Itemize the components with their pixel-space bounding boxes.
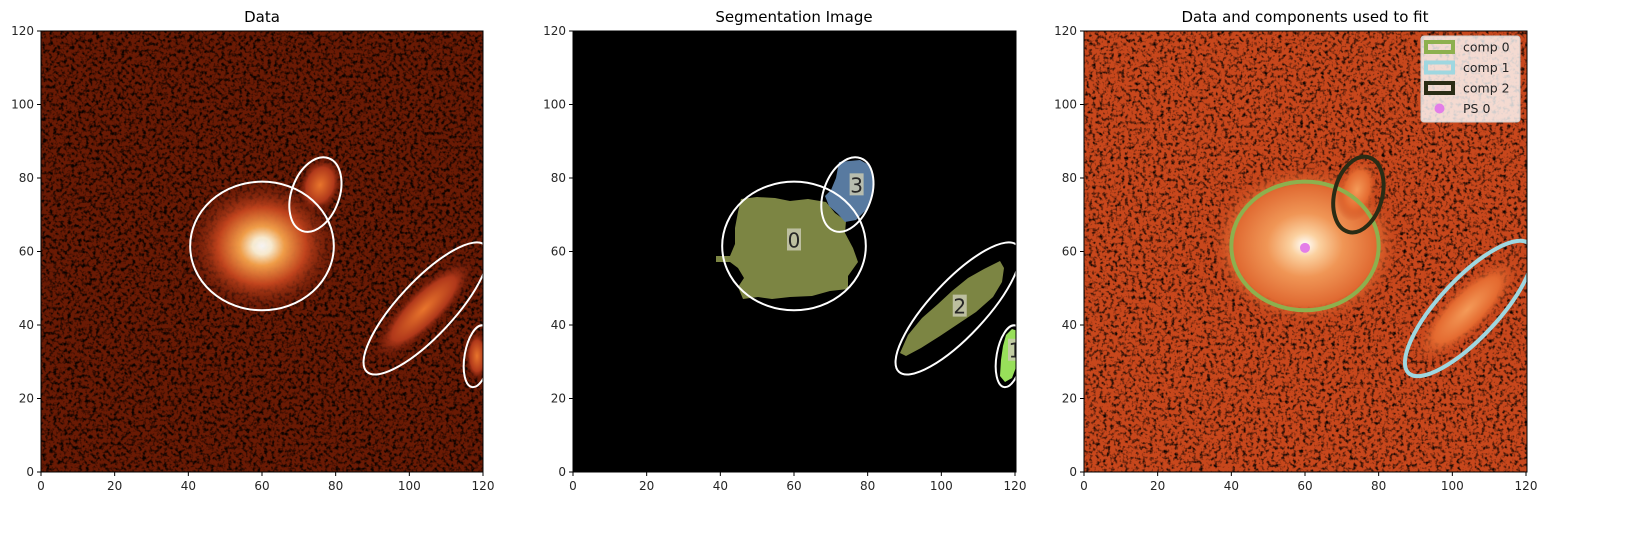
aperture-ellipse-0 xyxy=(721,180,867,312)
legend-items: comp 0 comp 1 comp 2 PS 0 xyxy=(1424,40,1510,116)
x-tick-label: 120 xyxy=(1515,479,1538,493)
x-tick-label: 40 xyxy=(181,479,196,493)
y-tick-label: 0 xyxy=(558,465,566,479)
x-tick-label: 80 xyxy=(860,479,875,493)
component-ellipse-0 xyxy=(1229,179,1381,313)
point-sources xyxy=(1300,242,1310,253)
legend-swatch xyxy=(1424,81,1455,95)
x-tick-label: 100 xyxy=(930,479,953,493)
x-tick-label: 60 xyxy=(1297,479,1312,493)
y-tick-label: 120 xyxy=(543,24,566,38)
x-tick-label: 20 xyxy=(107,479,122,493)
x-tick-label: 40 xyxy=(1224,479,1239,493)
aperture-ellipse-3 xyxy=(994,324,1016,389)
data-image xyxy=(41,31,483,472)
panel-title: Data and components used to fit xyxy=(1181,8,1428,26)
component-ellipses xyxy=(1229,154,1527,379)
y-tick-label: 120 xyxy=(1054,24,1077,38)
y-tick-label: 60 xyxy=(1062,245,1077,259)
axes: 0 20 40 60 80 100 120 0 20 40 60 80 100 120 xyxy=(1054,24,1537,493)
panel-components: Data and components used to fit 0 20 40 60 8… xyxy=(1054,8,1537,493)
segment-label-box-2 xyxy=(952,294,967,317)
overlay-ellipses xyxy=(721,156,1016,389)
x-tick-label: 20 xyxy=(639,479,654,493)
y-tick-label: 60 xyxy=(19,245,34,259)
aperture-ellipse-0 xyxy=(189,180,335,312)
legend: comp 0 comp 1 comp 2 PS 0 xyxy=(1420,35,1521,123)
segment-2 xyxy=(900,261,1004,356)
x-tick-label: 0 xyxy=(569,479,577,493)
y-tick-label: 100 xyxy=(1054,98,1077,112)
legend-label: comp 1 xyxy=(1463,60,1510,75)
axes: 0 20 40 60 80 100 120 0 20 40 60 80 100 120 xyxy=(11,24,494,493)
component-ellipse-1 xyxy=(1402,238,1527,379)
data-image xyxy=(1084,31,1527,472)
x-tick-label: 60 xyxy=(254,479,269,493)
x-tick-label: 40 xyxy=(713,479,728,493)
y-tick-label: 40 xyxy=(1062,318,1077,332)
legend-swatch xyxy=(1424,60,1455,75)
segment-label-1: 1 xyxy=(1009,339,1022,363)
y-tick-label: 100 xyxy=(11,98,34,112)
x-tick-label: 100 xyxy=(1441,479,1464,493)
segment-labels: 0 1 2 3 xyxy=(787,173,1022,363)
point-source-0 xyxy=(1300,242,1310,253)
x-tick-label: 80 xyxy=(1371,479,1386,493)
legend-label: PS 0 xyxy=(1463,101,1490,116)
y-tick-label: 20 xyxy=(19,392,34,406)
y-tick-label: 80 xyxy=(1062,171,1077,185)
legend-label: comp 0 xyxy=(1463,40,1510,55)
aperture-ellipse-1 xyxy=(820,156,875,233)
panel-title: Segmentation Image xyxy=(715,8,872,26)
segment-label-box-1 xyxy=(1008,338,1016,361)
aperture-ellipse-2 xyxy=(894,241,1016,376)
y-tick-label: 120 xyxy=(11,24,34,38)
x-tick-label: 0 xyxy=(37,479,45,493)
y-tick-label: 60 xyxy=(551,245,566,259)
y-tick-label: 100 xyxy=(543,98,566,112)
x-tick-label: 100 xyxy=(398,479,421,493)
aperture-ellipse-1 xyxy=(288,156,343,233)
x-tick-label: 120 xyxy=(1004,479,1027,493)
legend-marker xyxy=(1434,103,1445,114)
segmentation-image: 0 1 2 3 xyxy=(573,31,1022,472)
panel-data: Data 0 20 40 60 80 100 120 0 20 40 60 80 100 120 xyxy=(11,8,494,493)
panel-title: Data xyxy=(244,8,280,26)
y-tick-label: 0 xyxy=(1069,465,1077,479)
component-ellipse-2 xyxy=(1331,154,1386,235)
x-tick-label: 120 xyxy=(472,479,495,493)
segment-label-2: 2 xyxy=(953,295,966,319)
legend-swatch xyxy=(1424,40,1455,54)
segment-label-box-3 xyxy=(849,173,864,196)
y-tick-label: 40 xyxy=(19,318,34,332)
legend-box xyxy=(1420,35,1521,123)
y-tick-label: 80 xyxy=(551,171,566,185)
segment-label-3: 3 xyxy=(850,173,863,197)
overlay-ellipses xyxy=(189,156,483,389)
x-tick-label: 60 xyxy=(786,479,801,493)
legend-label: comp 2 xyxy=(1463,81,1510,96)
x-tick-label: 80 xyxy=(328,479,343,493)
y-tick-label: 80 xyxy=(19,171,34,185)
y-tick-label: 20 xyxy=(1062,392,1077,406)
x-tick-label: 20 xyxy=(1150,479,1165,493)
panel-segmentation: Segmentation Image 0 1 2 3 0 20 40 60 80 100 120 0… xyxy=(543,8,1026,493)
segment-label-0: 0 xyxy=(788,228,801,252)
y-tick-label: 0 xyxy=(26,465,34,479)
segment-label-box-0 xyxy=(787,228,801,251)
x-tick-label: 0 xyxy=(1080,479,1088,493)
y-tick-label: 20 xyxy=(551,392,566,406)
aperture-ellipse-2 xyxy=(362,241,483,376)
y-tick-label: 40 xyxy=(551,318,566,332)
